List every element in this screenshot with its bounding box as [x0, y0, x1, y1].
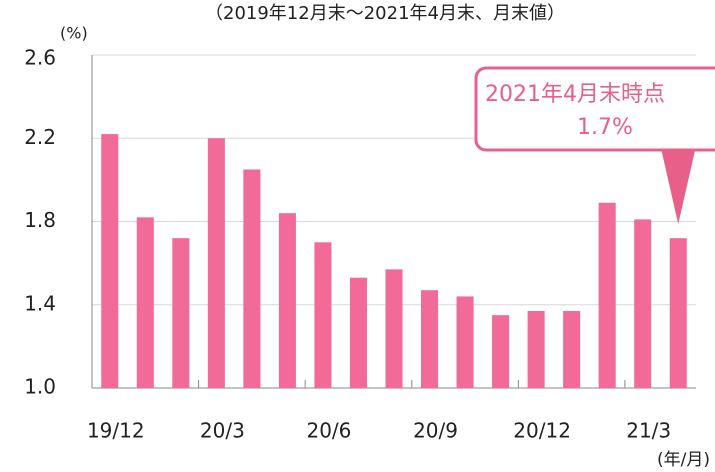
bar	[598, 202, 616, 388]
bar	[492, 315, 510, 388]
bar	[527, 310, 545, 388]
y-tick-label: 2.6	[24, 46, 56, 70]
y-axis-unit: (%)	[60, 24, 88, 43]
x-tick-label: 20/6	[306, 419, 351, 443]
bar	[421, 290, 439, 388]
bar	[456, 296, 474, 388]
callout-pointer	[660, 145, 697, 225]
callout-title: 2021年4月末時点	[485, 82, 665, 107]
chart-subtitle: （2019年12月末～2021年4月末、月末値）	[205, 3, 565, 24]
bar	[278, 213, 296, 388]
x-axis-unit: (年/月)	[657, 450, 710, 470]
y-tick-label: 1.8	[24, 208, 56, 232]
bar	[563, 310, 581, 388]
y-tick-label: 1.4	[24, 291, 56, 315]
x-tick-label: 21/3	[626, 419, 671, 443]
bar	[243, 169, 261, 388]
x-tick-label: 20/3	[200, 419, 245, 443]
x-tick-label: 20/9	[413, 419, 458, 443]
bar	[172, 238, 190, 388]
x-tick-label: 19/12	[87, 419, 145, 443]
y-tick-label: 1.0	[24, 375, 56, 399]
y-tick-label: 2.2	[24, 125, 56, 149]
bar	[385, 269, 403, 388]
bar	[349, 277, 367, 388]
bar	[634, 219, 652, 388]
bar	[314, 242, 332, 388]
bar	[669, 238, 687, 388]
bar	[207, 138, 225, 388]
callout-box	[474, 66, 715, 152]
bar	[136, 217, 154, 388]
callout-value: 1.7%	[577, 115, 633, 140]
bar	[101, 134, 119, 388]
x-tick-label: 20/12	[513, 419, 571, 443]
